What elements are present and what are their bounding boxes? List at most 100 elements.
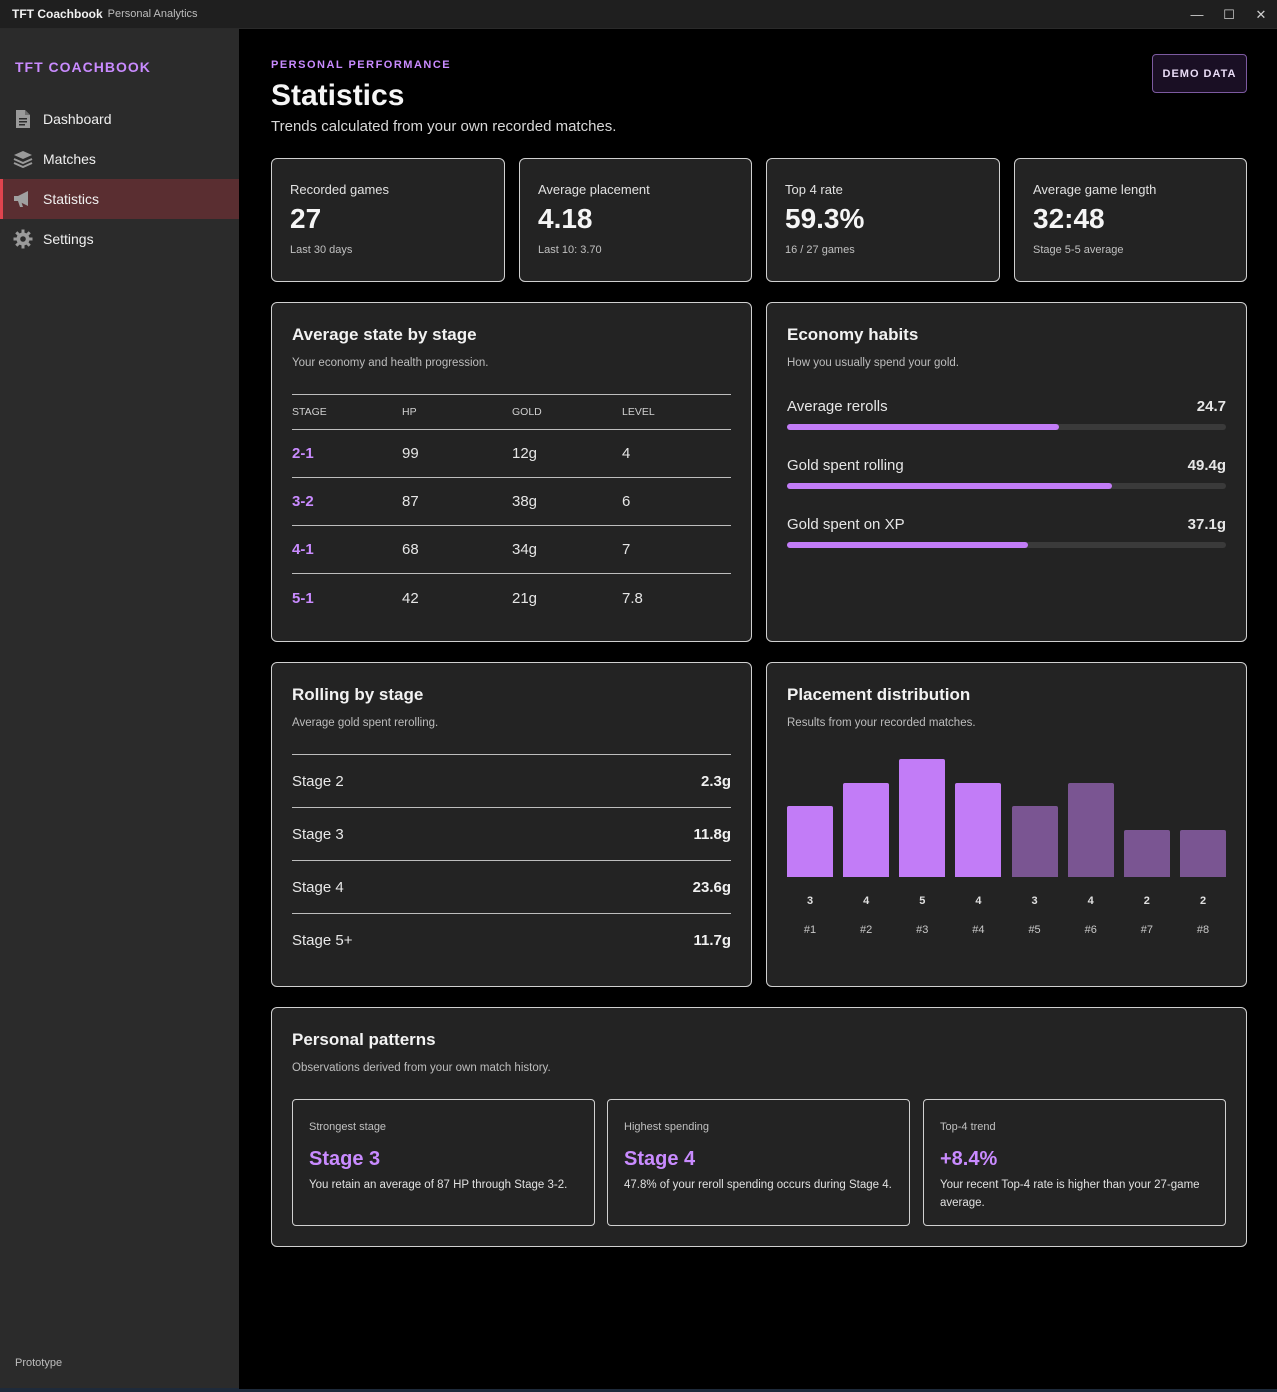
pattern-value: +8.4% — [940, 1148, 998, 1170]
stat-label: Average game length — [1033, 182, 1157, 197]
maximize-icon: ☐ — [1223, 6, 1235, 22]
table-row: 3-2 87 38g 6 — [292, 478, 731, 526]
stat-value: 27 — [290, 203, 322, 234]
maximize-button[interactable]: ☐ — [1213, 0, 1245, 29]
card-title: Rolling by stage — [292, 685, 424, 704]
page-eyebrow: PERSONAL PERFORMANCE — [271, 59, 452, 71]
rolling-value: 11.8g — [693, 825, 731, 843]
economy-item: Gold spent on XP 37.1g — [787, 516, 1226, 566]
stat-label: Recorded games — [290, 182, 389, 197]
bar-count-label: 2 — [1143, 895, 1150, 907]
stage-cell: 3-2 — [292, 493, 314, 510]
patterns-card: Personal patterns Observations derived f… — [271, 1007, 1247, 1247]
sidebar-footer: Prototype — [15, 1357, 63, 1369]
bar-count-label: 3 — [1031, 895, 1038, 907]
column-header: HP — [402, 406, 417, 418]
pattern-description: Your recent Top-4 rate is higher than yo… — [940, 1179, 1200, 1209]
sidebar-item-statistics[interactable]: Statistics — [0, 179, 239, 219]
chart-bar — [1067, 782, 1114, 877]
main-content: PERSONAL PERFORMANCE Statistics Trends c… — [239, 29, 1277, 1389]
list-item: Stage 4 23.6g — [292, 861, 731, 914]
pattern-description: You retain an average of 87 HP through S… — [309, 1179, 568, 1191]
app-subtitle: Personal Analytics — [107, 8, 198, 20]
close-button[interactable]: ✕ — [1245, 0, 1277, 29]
bar-count-label: 2 — [1199, 895, 1207, 907]
rolling-list: Stage 2 2.3g Stage 3 11.8g Stage 4 23.6g St… — [292, 754, 731, 967]
stage-cell: 5-1 — [292, 589, 314, 607]
level-cell: 6 — [622, 493, 631, 510]
progress-track — [787, 483, 1226, 489]
stat-footnote: Stage 5-5 average — [1033, 244, 1124, 256]
rolling-label: Stage 2 — [292, 772, 344, 790]
pattern-card-highest-spending: Highest spending Stage 4 47.8% of your r… — [607, 1099, 910, 1226]
economy-label: Gold spent on XP — [787, 516, 905, 533]
chart-bar — [787, 806, 833, 877]
stage-cell: 4-1 — [292, 541, 314, 558]
card-title: Economy habits — [787, 325, 919, 344]
level-cell: 7.8 — [622, 589, 643, 607]
stat-card-recorded-games: Recorded games 27 Last 30 days — [271, 158, 505, 282]
card-description: Your economy and health progression. — [292, 357, 489, 369]
close-icon: ✕ — [1255, 6, 1267, 22]
page-subtitle: Trends calculated from your own recorded… — [271, 118, 617, 135]
rolling-value: 2.3g — [700, 772, 731, 790]
table-row: 4-1 68 34g 7 — [292, 526, 731, 574]
minimize-button[interactable]: — — [1181, 0, 1213, 29]
bar-count-label: 4 — [1087, 895, 1094, 907]
demo-data-button[interactable]: DEMO DATA — [1152, 54, 1247, 93]
stat-label: Top 4 rate — [785, 182, 843, 197]
sidebar-item-dashboard[interactable]: Dashboard — [0, 99, 239, 139]
stat-card-top4-rate: Top 4 rate 59.3% 16 / 27 games — [766, 158, 1000, 282]
document-icon — [13, 109, 33, 129]
rolling-label: Stage 3 — [292, 825, 344, 843]
stage-cell: 2-1 — [292, 445, 314, 462]
gold-cell: 34g — [512, 541, 538, 558]
hp-cell: 42 — [402, 589, 419, 607]
sidebar-item-label: Dashboard — [43, 111, 112, 127]
card-title: Placement distribution — [787, 685, 971, 704]
app-name: TFT Coachbook — [12, 7, 103, 21]
hp-cell: 87 — [402, 493, 419, 510]
card-description: How you usually spend your gold. — [787, 357, 959, 369]
stat-label: Average placement — [538, 182, 650, 197]
sidebar-nav: Dashboard Matches Statistics Settings — [0, 99, 239, 259]
gold-cell: 21g — [512, 589, 538, 607]
stat-footnote: Last 30 days — [290, 244, 353, 256]
economy-label: Gold spent rolling — [787, 457, 904, 474]
card-description: Average gold spent rerolling. — [292, 717, 439, 729]
card-title: Average state by stage — [292, 325, 477, 344]
progress-track — [787, 424, 1226, 430]
sidebar-item-matches[interactable]: Matches — [0, 139, 239, 179]
hp-cell: 99 — [402, 445, 419, 462]
window-bottom-border — [0, 1388, 1277, 1392]
bar-category-label: #1 — [803, 924, 817, 936]
sidebar-item-settings[interactable]: Settings — [0, 219, 239, 259]
window-controls: — ☐ ✕ — [1181, 0, 1277, 29]
stat-card-average-placement: Average placement 4.18 Last 10: 3.70 — [519, 158, 752, 282]
chart-bar — [1180, 829, 1226, 877]
chart-bar — [1123, 829, 1170, 877]
chart-bar — [1011, 806, 1058, 877]
progress-track — [787, 542, 1226, 548]
table-header: STAGE HP GOLD LEVEL — [292, 394, 731, 430]
pattern-label: Strongest stage — [309, 1121, 387, 1133]
bar-category-label: #3 — [916, 924, 929, 936]
sidebar-item-label: Settings — [43, 231, 94, 247]
rolling-card: Rolling by stage Average gold spent rero… — [271, 662, 752, 987]
list-item: Stage 5+ 11.7g — [292, 914, 731, 967]
layers-icon — [13, 149, 33, 169]
level-cell: 7 — [622, 541, 631, 558]
list-item: Stage 2 2.3g — [292, 755, 731, 808]
placement-chart: 3 #1 4 #2 5 #3 4 #4 3 #5 4 #6 2 #7 2 #8 — [787, 753, 1226, 953]
column-header: LEVEL — [622, 406, 655, 418]
card-title: Personal patterns — [292, 1030, 436, 1049]
gold-cell: 12g — [512, 445, 538, 462]
page-title: Statistics — [271, 79, 405, 112]
progress-fill — [787, 483, 1112, 489]
progress-fill — [787, 542, 1029, 548]
stat-footnote: 16 / 27 games — [785, 244, 855, 256]
bar-category-label: #4 — [972, 924, 985, 936]
placement-distribution-card: Placement distribution Results from your… — [766, 662, 1247, 987]
economy-value: 37.1g — [1187, 516, 1226, 533]
pattern-label: Top-4 trend — [940, 1121, 996, 1133]
